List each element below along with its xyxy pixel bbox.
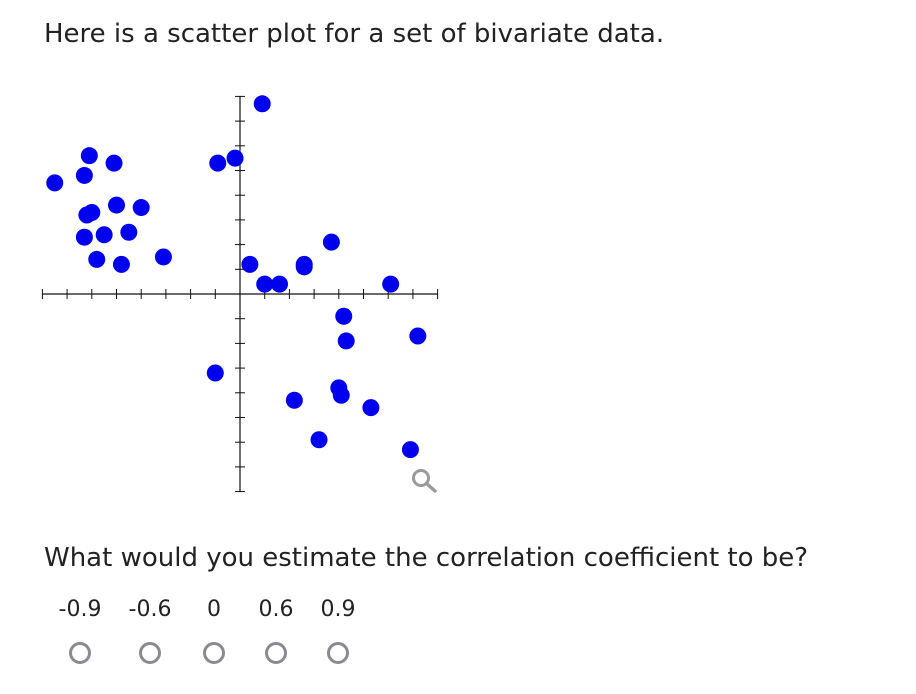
- data-point: [75, 228, 93, 246]
- data-point: [75, 166, 93, 184]
- choice-0-9[interactable]: 0.9: [308, 594, 368, 674]
- choice-label: -0.9: [58, 597, 102, 622]
- choice-label: 0.9: [320, 597, 356, 622]
- radio-button[interactable]: [265, 642, 287, 664]
- data-point: [382, 275, 400, 293]
- data-point: [362, 399, 380, 417]
- data-point: [80, 147, 98, 165]
- radio-button[interactable]: [139, 642, 161, 664]
- data-points: [46, 95, 427, 459]
- data-point: [226, 149, 244, 167]
- radio-button[interactable]: [203, 642, 225, 664]
- data-point: [120, 223, 138, 241]
- radio-button[interactable]: [327, 642, 349, 664]
- data-point: [332, 386, 350, 404]
- data-point: [132, 199, 150, 217]
- axes: [41, 95, 439, 493]
- data-point: [322, 233, 340, 251]
- choice-neg-0-6[interactable]: -0.6: [120, 594, 180, 674]
- data-point: [337, 332, 355, 350]
- data-point: [241, 255, 259, 273]
- data-point: [401, 441, 419, 459]
- data-point: [285, 391, 303, 409]
- choice-0-6[interactable]: 0.6: [246, 594, 306, 674]
- scatter-plot: [41, 95, 439, 493]
- data-point: [253, 95, 271, 113]
- answer-choices: -0.9 -0.6 0 0.6 0.9: [50, 594, 370, 674]
- data-point: [335, 307, 353, 325]
- question-text: What would you estimate the correlation …: [44, 543, 809, 573]
- data-point: [256, 275, 274, 293]
- choice-label: -0.6: [128, 597, 172, 622]
- data-point: [209, 154, 227, 172]
- data-point: [271, 275, 289, 293]
- choice-neg-0-9[interactable]: -0.9: [50, 594, 110, 674]
- choice-zero[interactable]: 0: [184, 594, 244, 674]
- data-point: [105, 154, 123, 172]
- data-point: [295, 255, 313, 273]
- data-point: [46, 174, 64, 192]
- data-point: [310, 431, 328, 449]
- data-point: [206, 364, 224, 382]
- data-point: [83, 203, 101, 221]
- data-point: [154, 248, 172, 266]
- data-point: [88, 250, 106, 268]
- choice-label: 0.6: [258, 597, 294, 622]
- radio-button[interactable]: [69, 642, 91, 664]
- data-point: [108, 196, 125, 214]
- magnifier-icon[interactable]: [408, 466, 442, 496]
- data-point: [95, 226, 113, 244]
- data-point: [112, 255, 130, 273]
- data-point: [409, 327, 427, 345]
- choice-label: 0: [207, 597, 221, 622]
- prompt-text: Here is a scatter plot for a set of biva…: [44, 19, 665, 49]
